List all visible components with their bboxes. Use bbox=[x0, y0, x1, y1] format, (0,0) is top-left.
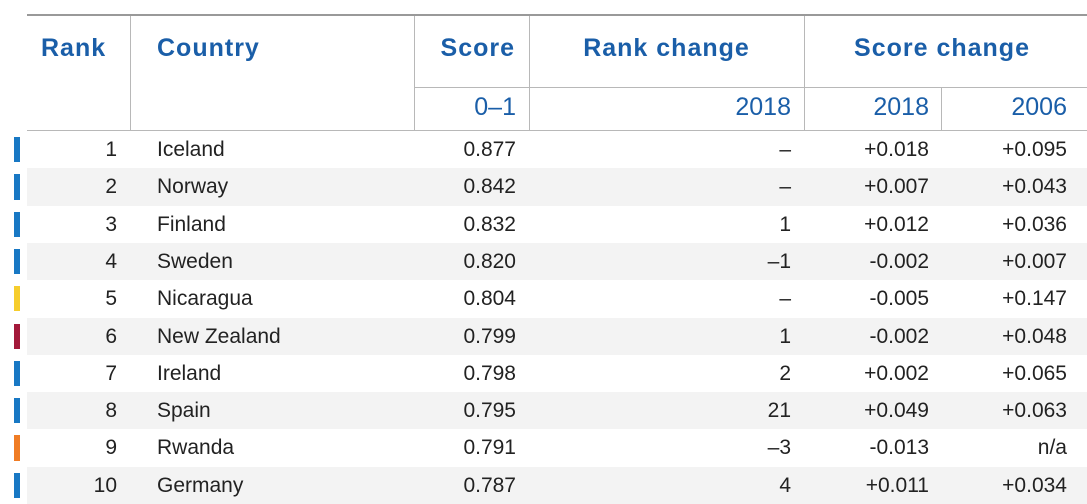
score: 0.804 bbox=[463, 287, 516, 311]
sub-rank-change: 2018 bbox=[735, 93, 791, 121]
country: Ireland bbox=[157, 361, 222, 385]
header-country: Country bbox=[157, 34, 260, 62]
rank-change: – bbox=[779, 138, 791, 161]
header-rule bbox=[414, 87, 1087, 88]
rank-change: 21 bbox=[767, 399, 791, 423]
score: 0.877 bbox=[463, 138, 516, 161]
rank-change: 2 bbox=[779, 361, 791, 385]
score-change-2018: +0.002 bbox=[864, 361, 929, 385]
country: Nicaragua bbox=[157, 287, 253, 311]
rank-change: 4 bbox=[779, 473, 791, 497]
country: Rwanda bbox=[157, 436, 235, 460]
country: Norway bbox=[157, 175, 229, 199]
score-change-2018: +0.011 bbox=[865, 473, 929, 497]
region-marker bbox=[14, 248, 20, 275]
country: Finland bbox=[157, 212, 226, 236]
score-change-2018: +0.018 bbox=[864, 138, 929, 161]
rank: 5 bbox=[105, 287, 117, 311]
country: Sweden bbox=[157, 249, 233, 273]
divider bbox=[804, 16, 805, 131]
score-change-2018: +0.007 bbox=[864, 175, 929, 199]
region-marker bbox=[14, 398, 20, 424]
region-marker bbox=[14, 435, 20, 461]
country: Germany bbox=[157, 473, 244, 497]
score: 0.820 bbox=[463, 249, 516, 273]
score-change-2018: -0.013 bbox=[869, 436, 929, 460]
region-marker bbox=[14, 174, 20, 200]
header-rank: Rank bbox=[41, 34, 107, 62]
score-change-2006: +0.065 bbox=[1002, 361, 1067, 385]
divider bbox=[529, 16, 530, 131]
score-change-2018: -0.002 bbox=[869, 324, 929, 348]
score-change-2006: +0.095 bbox=[1002, 138, 1067, 161]
header-score: Score bbox=[440, 34, 515, 62]
score-change-2018: +0.049 bbox=[864, 399, 929, 423]
region-marker bbox=[14, 472, 20, 498]
rank: 9 bbox=[105, 436, 117, 460]
score-change-2018: +0.012 bbox=[864, 212, 929, 236]
score: 0.791 bbox=[463, 436, 516, 460]
region-marker bbox=[14, 323, 20, 349]
row-background bbox=[27, 392, 1087, 430]
rank: 4 bbox=[105, 249, 117, 273]
score-change-2006: +0.007 bbox=[1002, 249, 1067, 273]
score-change-2006: +0.034 bbox=[1002, 473, 1067, 497]
rank-change: 1 bbox=[779, 212, 791, 236]
rank: 3 bbox=[105, 212, 117, 236]
row-background bbox=[27, 242, 1087, 281]
rank: 10 bbox=[93, 473, 117, 497]
row-background bbox=[27, 168, 1087, 206]
rank: 7 bbox=[105, 361, 117, 385]
region-marker bbox=[14, 286, 20, 312]
score: 0.795 bbox=[463, 399, 516, 423]
country: Iceland bbox=[157, 138, 225, 161]
divider bbox=[941, 87, 942, 131]
score: 0.832 bbox=[463, 212, 516, 236]
rank: 8 bbox=[105, 399, 117, 423]
score-change-2018: -0.005 bbox=[869, 287, 929, 311]
divider bbox=[414, 16, 415, 131]
rank-change: – bbox=[779, 287, 791, 311]
region-marker bbox=[14, 360, 20, 387]
score-change-2006: n/a bbox=[1037, 436, 1067, 460]
header-rank-change: Rank change bbox=[583, 34, 750, 62]
sub-score: 0–1 bbox=[474, 93, 516, 121]
rank-change: 1 bbox=[779, 324, 791, 348]
score-change-2018: -0.002 bbox=[869, 249, 929, 273]
score: 0.842 bbox=[463, 175, 516, 199]
rank: 1 bbox=[105, 138, 117, 161]
score: 0.799 bbox=[463, 324, 516, 348]
rank-change: –1 bbox=[767, 249, 791, 273]
rank-change: –3 bbox=[767, 436, 791, 460]
divider bbox=[130, 16, 131, 131]
header-rule bbox=[27, 130, 1087, 131]
score-change-2006: +0.063 bbox=[1002, 399, 1067, 423]
row-background bbox=[27, 466, 1087, 504]
country: New Zealand bbox=[157, 324, 281, 348]
country: Spain bbox=[157, 399, 211, 423]
region-marker bbox=[14, 137, 20, 163]
rank: 2 bbox=[105, 175, 117, 199]
rank: 6 bbox=[105, 324, 117, 348]
header-score-change: Score change bbox=[854, 34, 1030, 62]
score: 0.798 bbox=[463, 361, 516, 385]
rank-change: – bbox=[779, 175, 791, 199]
score-change-2006: +0.043 bbox=[1002, 175, 1067, 199]
sub-score-change-2018: 2018 bbox=[873, 93, 929, 121]
top-rule bbox=[27, 14, 1087, 16]
score: 0.787 bbox=[463, 473, 516, 497]
score-change-2006: +0.048 bbox=[1002, 324, 1067, 348]
row-background bbox=[27, 317, 1087, 355]
sub-score-change-2006: 2006 bbox=[1011, 93, 1067, 121]
score-change-2006: +0.036 bbox=[1002, 212, 1067, 236]
region-marker bbox=[14, 211, 20, 237]
score-change-2006: +0.147 bbox=[1002, 287, 1067, 311]
